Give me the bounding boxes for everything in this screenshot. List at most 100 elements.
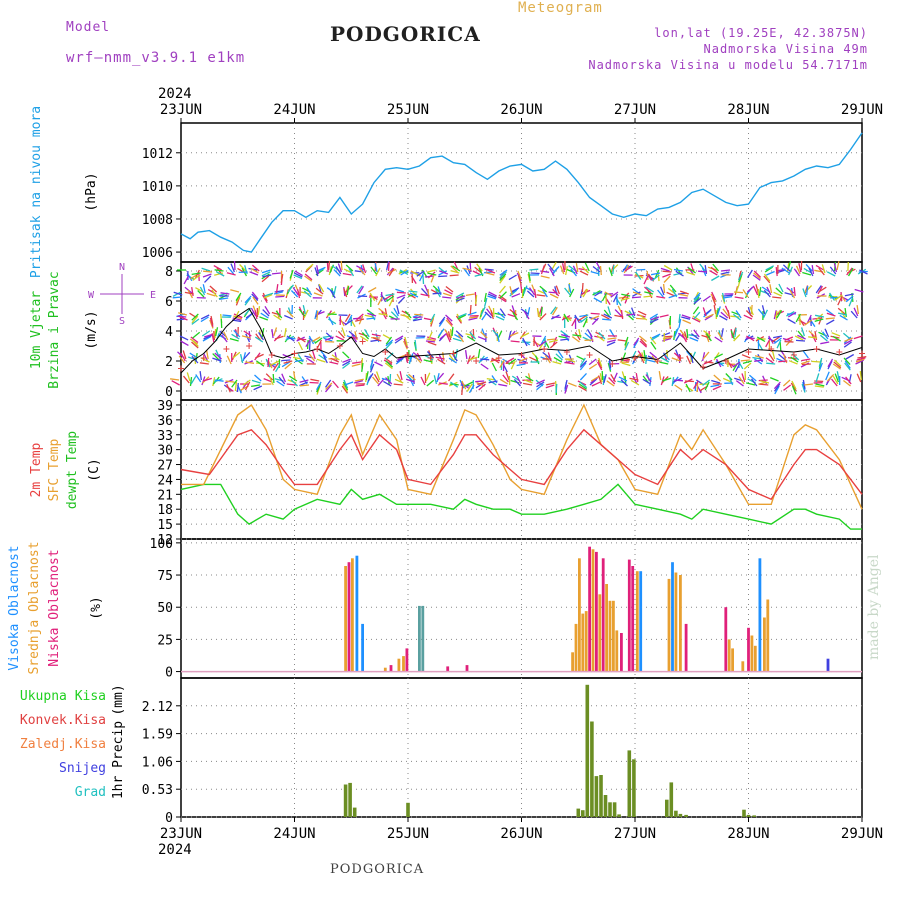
wind-arrow <box>679 290 689 295</box>
wind-arrow <box>805 286 809 296</box>
wind-arrow <box>214 379 224 382</box>
cloud-bar-mid <box>581 613 585 672</box>
wind-arrow <box>801 363 811 366</box>
wind-arrow <box>333 286 337 296</box>
wind-arrow <box>661 332 671 337</box>
wind-arrow <box>784 336 794 342</box>
wind-arrow <box>212 377 216 387</box>
wind-arrow <box>704 265 708 275</box>
wind-arrow <box>775 267 778 277</box>
wind-arrow <box>832 375 839 385</box>
wind-arrow <box>522 382 533 386</box>
wind-arrow <box>220 292 230 295</box>
wind-arrow <box>508 358 517 365</box>
wind-arrow <box>844 362 851 371</box>
wind-arrow <box>578 383 587 390</box>
cloud-bar-mid <box>608 600 612 672</box>
wind-arrow <box>204 275 212 283</box>
wind-arrow <box>212 353 220 361</box>
precip-legend-hail: Grad <box>75 785 106 800</box>
wind-arrow <box>485 272 495 276</box>
wind-arrow <box>192 274 201 281</box>
wind-arrow <box>802 350 809 359</box>
wind-arrow <box>635 317 646 320</box>
wind-arrow <box>254 336 264 343</box>
wind-arrow <box>445 319 453 328</box>
wind-arrow <box>674 384 683 391</box>
wind-arrow <box>528 271 531 282</box>
wind-arrow <box>597 359 603 369</box>
wind-arrow <box>297 341 304 351</box>
wind-arrow <box>681 316 691 320</box>
wind-arrow <box>702 295 711 302</box>
wind-arrow <box>779 341 782 352</box>
wind-arrow <box>596 361 603 371</box>
wind-arrow <box>324 379 332 388</box>
wind-arrow <box>394 335 404 341</box>
wind-gust-mark <box>632 355 638 361</box>
wind-arrow <box>324 336 334 342</box>
wind-arrow <box>766 362 776 365</box>
wind-arrow <box>673 268 684 272</box>
wind-arrow <box>571 336 580 343</box>
wind-arrow <box>273 314 282 321</box>
cloud-bar-low <box>747 627 750 672</box>
wind-arrow <box>435 356 445 360</box>
wind-arrow <box>553 356 563 363</box>
wind-arrow <box>832 335 841 342</box>
wind-arrow <box>632 291 642 296</box>
wind-arrow <box>658 370 662 381</box>
wind-arrow <box>478 383 486 391</box>
wind-arrow <box>483 292 487 303</box>
wind-arrow <box>771 350 776 360</box>
precip-bar <box>576 808 581 817</box>
cloud-bar-low <box>347 562 351 672</box>
wind-gust-mark <box>223 346 230 352</box>
page-title: PODGORICA <box>330 22 481 46</box>
wind-arrow <box>377 378 385 387</box>
wind-arrow <box>232 317 242 321</box>
wind-arrow <box>559 265 565 275</box>
wind-arrow <box>523 310 530 320</box>
wind-arrow <box>718 315 728 321</box>
wind-arrow <box>427 272 437 276</box>
wind-arrow <box>650 272 661 276</box>
wind-arrow <box>832 363 841 370</box>
wind-arrow <box>510 340 520 343</box>
wind-gust-mark <box>836 349 843 355</box>
wind-arrow <box>669 284 677 293</box>
wind-arrow <box>679 293 689 297</box>
wind-arrow <box>439 332 448 340</box>
precip-legend-snow: Snijeg <box>59 761 106 776</box>
wind-arrow <box>651 274 660 282</box>
wind-arrow <box>764 266 774 273</box>
wind-arrow <box>370 266 377 275</box>
wind-arrow <box>656 295 666 299</box>
wind-arrow <box>540 307 543 317</box>
wind-arrow <box>827 373 835 382</box>
precip-bar <box>669 782 674 817</box>
wind-arrow <box>753 272 761 280</box>
wind-arrow <box>184 291 194 295</box>
wind-arrow <box>306 287 313 296</box>
wind-gust-mark <box>677 355 684 361</box>
wind-arrow <box>536 309 542 319</box>
wind-arrow <box>276 380 285 387</box>
wind-arrow <box>693 297 702 305</box>
wind-arrow <box>409 377 415 387</box>
wind-arrow <box>356 285 363 294</box>
wind-arrow <box>420 376 426 386</box>
wind-arrow <box>590 312 600 315</box>
wind-arrow <box>815 264 825 271</box>
wind-arrow <box>242 352 247 362</box>
wind-arrow <box>763 289 771 298</box>
wind-arrow <box>455 292 465 298</box>
wind-arrow <box>190 336 199 344</box>
wind-arrow <box>563 313 570 323</box>
wind-arrow <box>749 306 754 316</box>
wind-arrow <box>377 296 383 306</box>
wind-arrow <box>538 340 547 347</box>
precip-bar <box>665 799 669 817</box>
wind-arrow <box>709 270 718 276</box>
